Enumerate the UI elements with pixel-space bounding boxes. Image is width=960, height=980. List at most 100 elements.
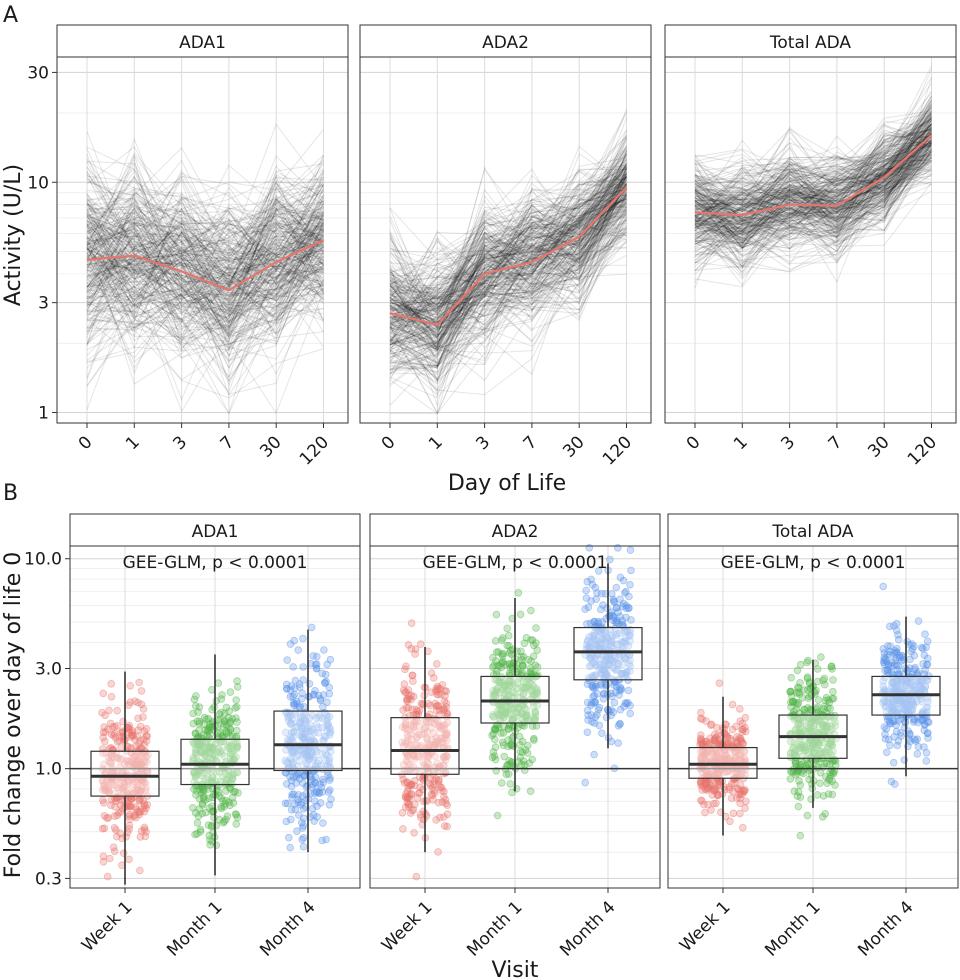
data-point <box>435 775 443 784</box>
data-point <box>210 703 218 711</box>
data-point <box>596 680 605 688</box>
subject-line <box>86 227 324 329</box>
data-point <box>319 819 327 827</box>
data-point <box>108 780 117 788</box>
subject-line <box>86 207 324 299</box>
subject-line <box>694 123 932 240</box>
x-tick-label: 1 <box>425 432 447 454</box>
subject-line <box>86 276 324 364</box>
subject-line <box>86 191 324 300</box>
subject-line <box>86 234 324 334</box>
subject-line <box>389 195 627 350</box>
data-point <box>281 799 290 808</box>
data-point <box>582 594 591 602</box>
subject-line <box>389 152 627 365</box>
subject-line <box>389 145 627 329</box>
subject-line <box>86 199 324 277</box>
data-point <box>741 713 750 722</box>
subject-line <box>86 251 324 321</box>
data-point <box>626 709 634 718</box>
subject-line <box>694 102 932 271</box>
subject-line <box>86 198 324 263</box>
subject-line <box>86 215 324 335</box>
subject-line <box>694 157 932 223</box>
subject-line <box>694 94 932 211</box>
subject-line <box>389 213 627 324</box>
subject-line <box>86 162 324 261</box>
subject-line <box>389 209 627 334</box>
subject-line <box>86 259 324 332</box>
subject-line <box>694 136 932 232</box>
subject-line <box>389 227 627 342</box>
x-tick-label: Month 1 <box>163 897 226 960</box>
subject-line <box>86 201 324 287</box>
data-point <box>104 788 113 796</box>
subject-line <box>694 168 932 236</box>
subject-line <box>694 132 932 267</box>
data-point <box>291 676 300 685</box>
data-point <box>590 617 598 626</box>
subject-line <box>86 229 324 333</box>
data-point <box>402 662 410 671</box>
data-point <box>796 678 804 687</box>
subject-line <box>86 221 324 316</box>
subject-line <box>694 116 932 234</box>
x-tick-label: Week 1 <box>78 897 137 956</box>
data-point <box>232 696 241 704</box>
data-point <box>131 778 140 786</box>
subject-line <box>389 157 627 316</box>
subject-line <box>389 184 627 287</box>
subject-line <box>86 217 324 271</box>
subject-line <box>86 189 324 308</box>
subject-line <box>389 204 627 332</box>
subject-line <box>694 123 932 249</box>
subject-line <box>389 189 627 330</box>
subject-line <box>694 139 932 252</box>
data-point <box>732 722 740 731</box>
subject-line <box>694 153 932 205</box>
subject-line <box>694 173 932 264</box>
subject-line <box>694 150 932 271</box>
subject-line <box>86 178 324 264</box>
data-point <box>400 680 409 688</box>
subject-line <box>86 208 324 325</box>
subject-line <box>86 169 324 289</box>
data-point <box>226 688 235 696</box>
data-point <box>124 786 133 795</box>
data-point <box>204 743 213 751</box>
subject-line <box>694 123 932 207</box>
data-point <box>217 695 226 703</box>
data-point <box>728 700 737 709</box>
data-point <box>98 824 107 833</box>
subject-line <box>694 153 932 186</box>
subject-line <box>694 134 932 264</box>
subject-line <box>694 119 932 246</box>
subject-line <box>389 208 627 328</box>
subject-line <box>694 129 932 226</box>
subject-line <box>389 146 627 306</box>
data-point <box>99 796 107 804</box>
data-point <box>713 778 721 786</box>
subject-line <box>86 186 324 334</box>
data-point <box>133 732 142 741</box>
x-tick-label: Month 1 <box>463 897 526 960</box>
subject-line <box>389 154 627 338</box>
subject-line <box>389 166 627 337</box>
subject-line <box>86 159 324 258</box>
subject-line <box>694 135 932 217</box>
subject-line <box>389 180 627 370</box>
subject-line <box>694 139 932 232</box>
subject-line <box>86 208 324 315</box>
subject-line <box>694 113 932 204</box>
subject-line <box>694 128 932 240</box>
data-point <box>527 657 535 665</box>
subject-line <box>694 141 932 227</box>
subject-line <box>389 185 627 310</box>
data-point <box>129 793 138 801</box>
data-point <box>698 715 706 723</box>
subject-line <box>86 212 324 280</box>
subject-line <box>389 162 627 352</box>
data-point <box>426 781 435 790</box>
data-point <box>125 821 134 830</box>
subject-line <box>694 132 932 220</box>
